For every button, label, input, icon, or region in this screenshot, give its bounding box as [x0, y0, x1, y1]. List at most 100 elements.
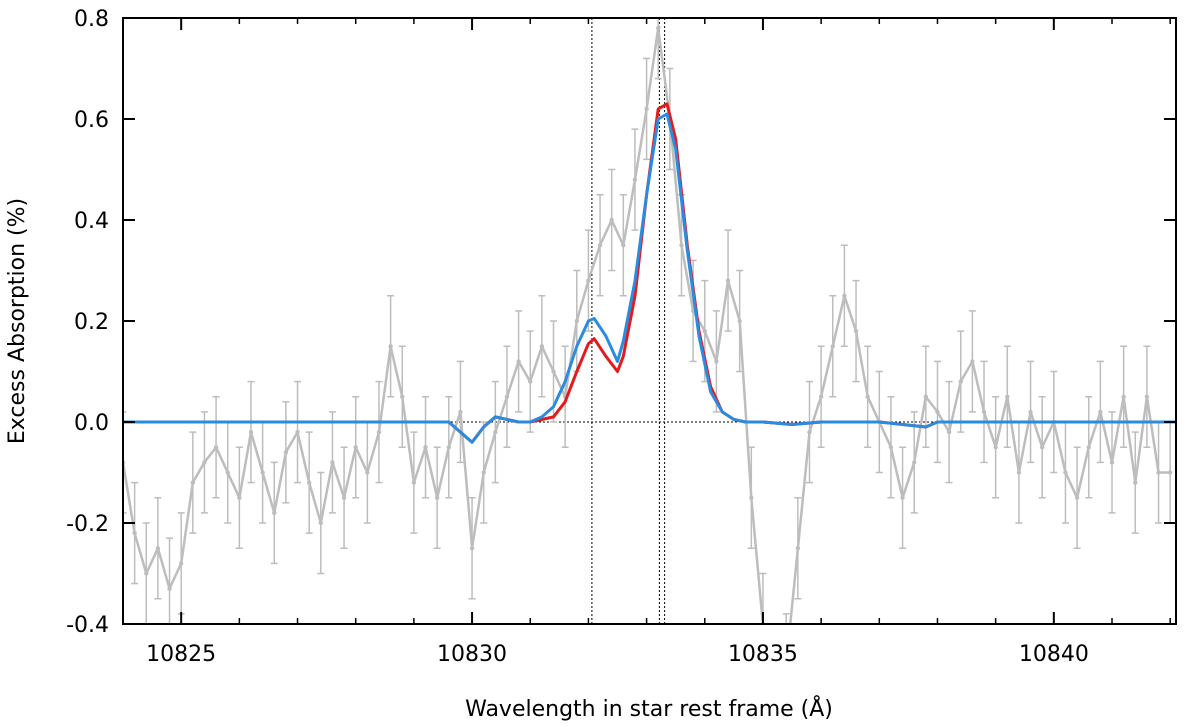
data-point — [597, 243, 603, 248]
data-point — [749, 495, 754, 500]
y-tick-label: 0.8 — [74, 7, 109, 32]
data-point — [551, 369, 556, 374]
data-point — [306, 480, 312, 485]
y-tick-label: 0.2 — [74, 310, 109, 335]
data-point — [144, 571, 149, 576]
x-axis-label: Wavelength in star rest frame (Å) — [465, 695, 833, 722]
axis-ticks: 10825 10830 10835 10840 -0.4 -0.2 0.0 0.2 0.4 0.6… — [66, 7, 1176, 667]
y-tick-label: 0.4 — [74, 209, 109, 234]
data-point — [132, 530, 137, 536]
plot-frame — [122, 17, 1177, 625]
data-point — [167, 586, 172, 591]
x-tick-label: 10835 — [728, 642, 798, 667]
data-point — [679, 243, 684, 248]
data-point — [318, 520, 324, 526]
data-point — [702, 328, 707, 334]
data-point — [865, 394, 870, 399]
data-point — [900, 495, 905, 500]
data-point — [609, 217, 614, 223]
data-point — [202, 460, 207, 465]
y-tick-label: -0.2 — [66, 512, 109, 537]
model-line — [123, 112, 1176, 444]
data-point — [853, 328, 859, 334]
data-point — [993, 445, 998, 450]
x-tick-label: 10825 — [146, 642, 216, 667]
data-point — [388, 344, 393, 349]
data-point — [341, 495, 347, 500]
data-point — [504, 394, 510, 399]
data-point — [481, 470, 486, 475]
data-point — [725, 278, 731, 283]
data-point — [190, 480, 196, 485]
data-point — [283, 450, 289, 455]
data-point — [830, 344, 835, 349]
data-point — [446, 445, 451, 450]
data-point — [818, 394, 824, 399]
data-point — [493, 429, 498, 435]
data-point — [1144, 394, 1150, 399]
data-point — [1109, 460, 1115, 465]
data-point — [365, 470, 370, 475]
data-point — [295, 429, 300, 435]
data-point — [434, 495, 440, 500]
data-point — [923, 394, 929, 399]
data-point — [632, 177, 638, 182]
data-point — [528, 379, 533, 384]
data-point — [1133, 480, 1138, 485]
data-point — [1016, 470, 1022, 475]
data-point — [795, 546, 801, 551]
data-point — [469, 546, 475, 551]
data-point — [935, 409, 940, 415]
data-point — [842, 293, 847, 298]
data-point — [714, 359, 719, 364]
data-point — [400, 394, 405, 399]
data-point — [458, 409, 463, 415]
y-axis-label: Excess Absorption (%) — [5, 198, 30, 444]
data-point — [621, 243, 626, 248]
data-point — [586, 278, 591, 283]
data-point — [1039, 445, 1045, 450]
y-tick-label: 0.0 — [74, 411, 109, 436]
reference-lines — [123, 18, 1176, 624]
data-point — [353, 445, 358, 450]
data-point — [260, 470, 265, 475]
data-point — [970, 359, 975, 364]
data-point — [946, 429, 952, 435]
data-point — [807, 429, 812, 435]
data-point — [213, 445, 219, 450]
x-tick-label: 10830 — [437, 642, 507, 667]
data-point — [981, 409, 987, 415]
data-point — [1121, 394, 1126, 399]
data-point — [225, 470, 230, 475]
model-line — [123, 102, 1176, 444]
y-tick-label: 0.6 — [74, 108, 109, 133]
data-point — [1086, 445, 1091, 450]
data-point — [888, 445, 894, 450]
data-point — [1156, 470, 1161, 475]
data-point — [539, 344, 545, 349]
data-point — [644, 106, 649, 112]
data-point — [574, 318, 579, 324]
data-point — [1074, 495, 1080, 500]
data-series-layer — [123, 18, 1176, 624]
data-point — [155, 546, 161, 551]
data-point — [1167, 470, 1173, 475]
data-point — [1005, 394, 1010, 399]
y-tick-label: -0.4 — [66, 613, 109, 638]
data-point — [1028, 409, 1033, 415]
data-point — [958, 379, 963, 384]
x-tick-label: 10840 — [1019, 642, 1089, 667]
data-point — [1098, 409, 1103, 415]
data-point — [423, 445, 428, 450]
data-point — [272, 510, 277, 516]
data-point — [376, 429, 382, 435]
data-point — [330, 460, 335, 465]
data-point — [237, 495, 242, 500]
data-point — [516, 359, 521, 364]
data-point — [411, 480, 417, 485]
data-point — [656, 25, 661, 31]
data-point — [178, 561, 184, 566]
data-point — [248, 429, 254, 435]
data-point — [1063, 470, 1068, 475]
